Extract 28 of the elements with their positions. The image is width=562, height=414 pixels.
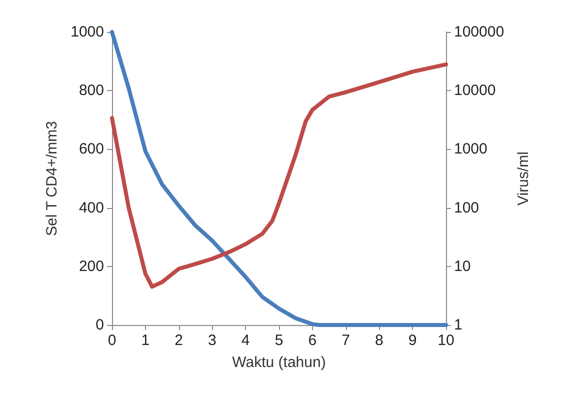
x-tick-label: 1	[141, 332, 150, 349]
y2-tick-label: 1	[454, 316, 462, 334]
x-tick-label: 2	[174, 332, 183, 349]
x-tick-label: 7	[342, 332, 350, 349]
x-tick-label: 4	[241, 332, 250, 349]
y2-tick-label: 100	[454, 199, 480, 216]
y2-tick-label: 100000	[454, 24, 504, 40]
y-tick-label: 800	[78, 82, 104, 100]
x-tick-label: 3	[208, 332, 216, 349]
x-tick-label: 8	[375, 332, 384, 349]
line-series	[110, 62, 448, 289]
x-tick-label: 9	[408, 332, 417, 349]
y-tick-label: 200	[78, 258, 104, 275]
y-tick-label: 400	[78, 199, 104, 216]
y-tick-label: 1000	[70, 24, 104, 40]
x-tick-label: 0	[108, 332, 116, 349]
x-tick-label: 6	[308, 332, 317, 349]
y2-axis-title: Virus/ml	[515, 152, 532, 206]
x-tick-label: 5	[274, 332, 284, 349]
y-tick-label: 0	[96, 316, 104, 334]
y2-tick-label: 10	[454, 258, 471, 275]
y2-tick-label: 10000	[454, 82, 496, 100]
line-series	[110, 30, 448, 327]
y-tick-label: 600	[78, 140, 104, 158]
y-axis-title: Sel T CD4+/mm3	[44, 121, 61, 236]
x-axis-title: Waktu (tahun)	[232, 354, 326, 371]
y2-tick-label: 1000	[454, 140, 488, 158]
x-tick-label: 10	[438, 332, 454, 349]
